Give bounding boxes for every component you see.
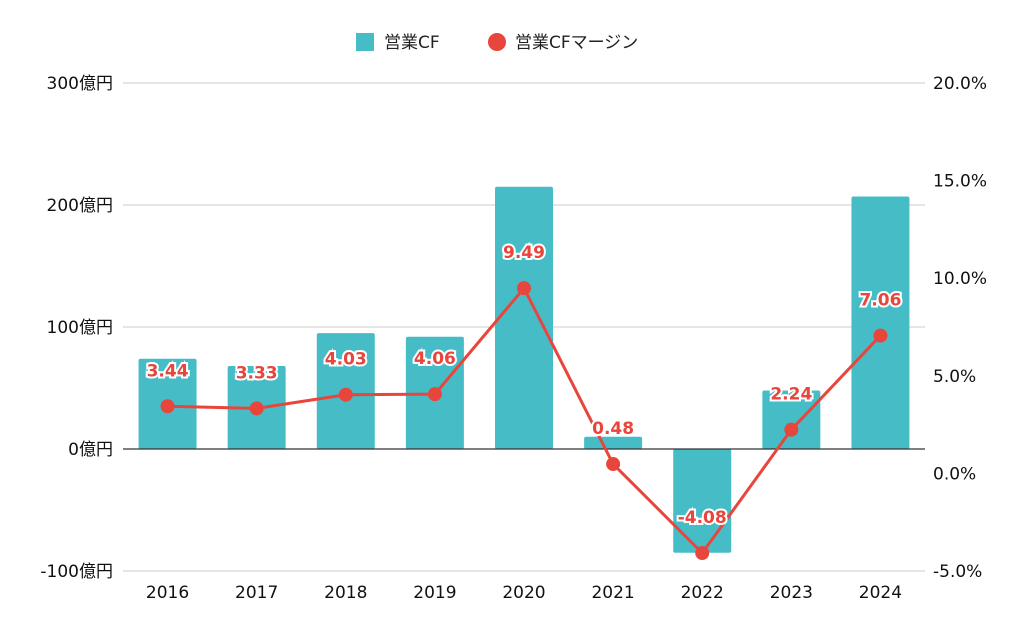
x-axis-tick-label: 2023	[770, 583, 813, 603]
margin-point-2022	[695, 546, 710, 561]
x-axis-tick-label: 2021	[591, 583, 634, 603]
left-axis-tick-label: 100億円	[47, 318, 113, 338]
left-axis-tick-label: -100億円	[40, 562, 113, 582]
bar-2020	[495, 186, 553, 449]
left-axis-ticks: -100億円 0億円 100億円 200億円 300億円	[40, 74, 113, 582]
margin-point-2023	[784, 422, 799, 437]
right-axis-ticks: -5.0% 0.0% 5.0% 10.0% 15.0% 20.0%	[933, 74, 987, 582]
legend: 営業CF 営業CFマージン	[356, 33, 638, 53]
x-axis-tick-label: 2022	[681, 583, 724, 603]
margin-data-label-2019: 4.06	[414, 349, 456, 369]
margin-data-label-2023: 2.24	[770, 385, 812, 405]
right-axis-tick-label: 15.0%	[933, 172, 987, 192]
legend-label-operating-cf: 営業CF	[384, 33, 440, 53]
right-axis-tick-label: 20.0%	[933, 74, 987, 94]
bar-series	[138, 186, 910, 553]
margin-data-label-2021: 0.48	[592, 419, 634, 439]
margin-data-label-2022: -4.08	[678, 508, 727, 528]
x-axis-tick-label: 2019	[413, 583, 456, 603]
left-axis-tick-label: 200億円	[47, 196, 113, 216]
right-axis-tick-label: 5.0%	[933, 367, 976, 387]
x-axis-tick-label: 2018	[324, 583, 367, 603]
left-axis-tick-label: 0億円	[68, 440, 113, 460]
margin-point-2019	[427, 387, 442, 402]
right-axis-tick-label: 10.0%	[933, 269, 987, 289]
x-axis-tick-label: 2024	[859, 583, 902, 603]
right-axis-tick-label: 0.0%	[933, 464, 976, 484]
margin-point-2018	[338, 387, 353, 402]
margin-point-2017	[249, 401, 264, 416]
margin-point-2020	[517, 281, 531, 296]
margin-point-2024	[873, 328, 888, 343]
margin-data-label-2016: 3.44	[147, 361, 189, 381]
legend-label-operating-cf-margin: 営業CFマージン	[515, 33, 638, 53]
margin-data-label-2020: 9.49	[503, 243, 545, 263]
bar-2021	[584, 436, 643, 449]
margin-point-2021	[606, 457, 621, 472]
legend-swatch-operating-cf-margin	[488, 33, 506, 51]
legend-swatch-operating-cf	[356, 33, 374, 51]
right-axis-tick-label: -5.0%	[933, 562, 982, 582]
line-series: 3.44 3.33 4.03 4.06 9.49 0.48 -4.08 2.24 7.06	[145, 241, 903, 561]
x-axis-ticks: 2016 2017 2018 2019 2020 2021 2022 2023 2024	[146, 583, 902, 603]
x-axis-tick-label: 2016	[146, 583, 189, 603]
bar-2022	[673, 449, 732, 553]
bar-2024	[851, 196, 910, 449]
margin-data-label-2024: 7.06	[859, 291, 901, 311]
bar-2023	[762, 390, 821, 449]
margin-data-label-2018: 4.03	[325, 350, 367, 370]
x-axis-tick-label: 2017	[235, 583, 278, 603]
margin-point-2016	[160, 399, 175, 414]
x-axis-tick-label: 2020	[502, 583, 545, 603]
margin-data-label-2017: 3.33	[236, 363, 278, 383]
left-axis-tick-label: 300億円	[47, 74, 113, 94]
